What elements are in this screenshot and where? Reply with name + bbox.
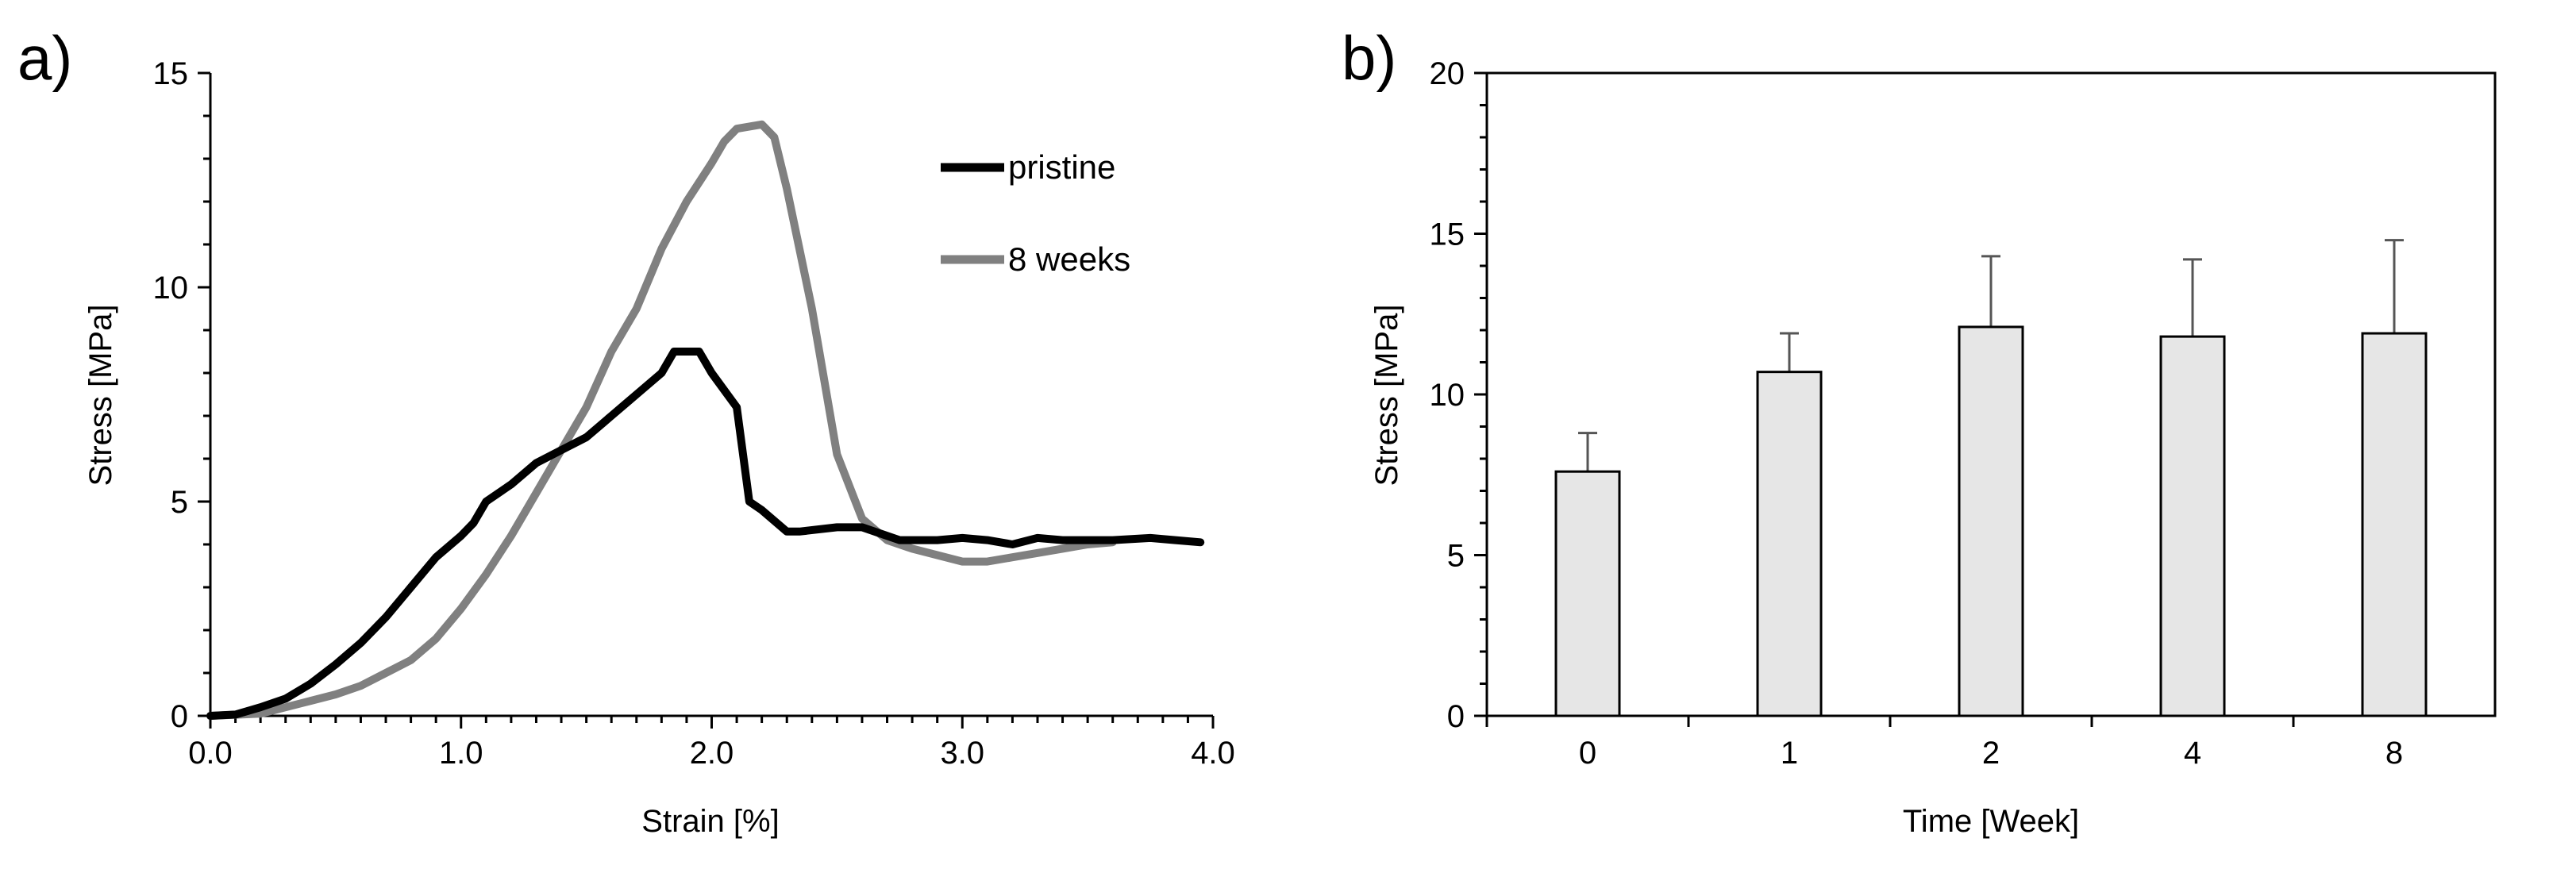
panel-b-x-tick-label: 1 [1781,736,1798,771]
panel-b-x-tick-label: 4 [2184,736,2201,771]
panel-a-x-tick-label: 4.0 [1191,736,1235,771]
panel-b-stress-time: b) 0 5 10 15 20 0 1 2 4 8 Time [Week] Stress [MPa… [1342,23,2497,839]
panel-b-x-tick-label: 8 [2385,736,2403,771]
panel-b-x-tick-label: 2 [1982,736,2000,771]
bar-week-2 [1958,325,2024,717]
panel-a-legend: pristine 8 weeks [941,148,1130,278]
legend-label-pristine: pristine [1008,148,1115,186]
panel-a-y-tick-label: 15 [153,56,189,91]
panel-a-x-axis-title: Strain [%] [641,804,779,839]
panel-a-series [206,120,1205,720]
panel-b-y-tick-label: 5 [1447,539,1465,574]
panel-b-y-tick-label: 0 [1447,699,1465,734]
panel-b-y-tick-label: 20 [1430,56,1465,91]
series-line-8-weeks [206,120,1117,720]
panel-b-y-tick-label: 10 [1430,378,1465,413]
panel-a-x-tick-label: 2.0 [690,736,734,771]
panel-a-y-tick-label: 5 [171,485,188,520]
panel-a-label: a) [17,23,72,93]
panel-a-y-tick-label: 0 [171,699,188,734]
panel-a-stress-strain: a) 0 5 10 15 0.0 1.0 2.0 3.0 4.0 pristine 8 week… [17,23,1235,839]
panel-b-label: b) [1342,23,1396,93]
panel-b-y-axis-title: Stress [MPa] [1369,305,1404,486]
panel-b-y-tick-label: 15 [1430,217,1465,252]
panel-b-bars [1554,239,2428,717]
series-line-pristine [206,348,1205,720]
bar-week-4 [2159,335,2226,717]
bar-week-1 [1756,371,1823,717]
panel-a-axes: 0 5 10 15 0.0 1.0 2.0 3.0 4.0 [153,56,1235,771]
panel-a-x-tick-label: 3.0 [940,736,984,771]
panel-a-x-tick-label: 0.0 [188,736,233,771]
panel-a-x-tick-label: 1.0 [439,736,483,771]
bar-week-0 [1554,470,1621,717]
panel-a-y-axis-title: Stress [MPa] [83,305,118,486]
panel-b-axes: 0 5 10 15 20 0 1 2 4 8 [1430,56,2404,771]
legend-label-8-weeks: 8 weeks [1008,240,1130,278]
bar-week-8 [2361,332,2428,717]
panel-b-x-tick-label: 0 [1579,736,1596,771]
panel-a-y-tick-label: 10 [153,271,189,306]
panel-b-x-axis-title: Time [Week] [1903,804,2079,839]
